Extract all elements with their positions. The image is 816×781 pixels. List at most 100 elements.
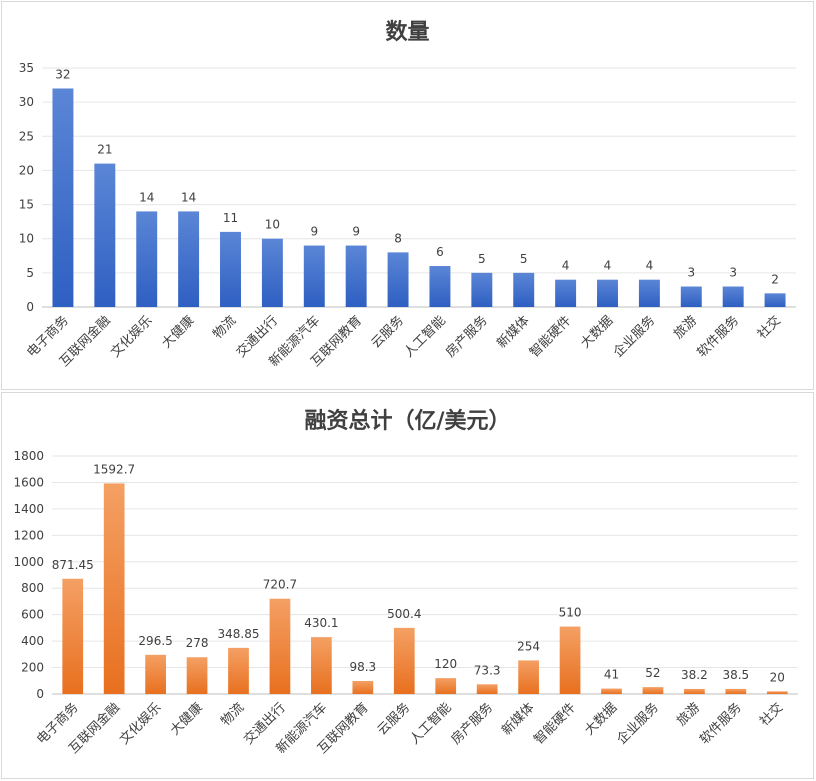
data-label: 14 bbox=[139, 190, 154, 204]
data-label: 8 bbox=[394, 231, 402, 245]
bar bbox=[725, 688, 747, 694]
y-tick-label: 10 bbox=[19, 232, 34, 246]
y-tick-label: 1400 bbox=[13, 502, 44, 516]
data-label: 21 bbox=[97, 143, 112, 157]
bar bbox=[94, 163, 116, 307]
data-label: 120 bbox=[434, 657, 457, 671]
bar bbox=[178, 211, 200, 307]
bar bbox=[764, 293, 786, 307]
bar bbox=[684, 688, 705, 694]
bar bbox=[642, 687, 664, 694]
category-label: 大健康 bbox=[167, 700, 206, 739]
y-tick-label: 0 bbox=[26, 300, 34, 314]
y-tick-label: 1000 bbox=[13, 555, 44, 569]
data-label: 32 bbox=[55, 67, 70, 81]
bar bbox=[597, 279, 618, 307]
y-tick-label: 200 bbox=[21, 661, 44, 675]
data-label: 9 bbox=[310, 225, 318, 239]
data-label: 720.7 bbox=[263, 578, 297, 592]
data-label: 5 bbox=[520, 252, 528, 266]
category-label: 物流 bbox=[218, 700, 247, 729]
data-label: 10 bbox=[265, 218, 280, 232]
category-label: 大数据 bbox=[578, 313, 616, 351]
data-label: 500.4 bbox=[387, 607, 421, 621]
bar bbox=[261, 238, 283, 307]
category-label: 新媒体 bbox=[494, 313, 533, 352]
data-label: 5 bbox=[478, 252, 486, 266]
data-label: 510 bbox=[559, 606, 582, 620]
bar bbox=[220, 231, 241, 307]
bar bbox=[766, 691, 788, 694]
category-label: 软件服务 bbox=[694, 313, 742, 361]
data-label: 430.1 bbox=[304, 616, 338, 630]
data-label: 296.5 bbox=[138, 634, 172, 648]
bar bbox=[136, 211, 158, 307]
data-label: 2 bbox=[771, 272, 779, 286]
y-tick-label: 1600 bbox=[13, 475, 44, 489]
category-label: 社交 bbox=[754, 313, 784, 343]
category-label: 企业服务 bbox=[614, 700, 662, 748]
data-label: 6 bbox=[436, 245, 444, 259]
y-tick-label: 1800 bbox=[13, 449, 44, 463]
y-tick-label: 35 bbox=[19, 61, 34, 75]
bar bbox=[638, 279, 660, 307]
category-label: 文化娱乐 bbox=[108, 313, 155, 360]
chart-title-financing: 融资总计（亿/美元） bbox=[304, 409, 511, 434]
data-label: 4 bbox=[604, 259, 612, 273]
data-label: 73.3 bbox=[474, 663, 501, 677]
y-tick-label: 20 bbox=[19, 163, 34, 177]
category-label: 云服务 bbox=[374, 700, 413, 739]
data-label: 254 bbox=[517, 639, 540, 653]
category-label: 大数据 bbox=[582, 700, 620, 738]
category-label: 旅游 bbox=[671, 313, 700, 342]
bar bbox=[435, 678, 457, 694]
data-label: 348.85 bbox=[218, 627, 260, 641]
data-label: 20 bbox=[770, 670, 785, 684]
y-tick-label: 1200 bbox=[13, 528, 44, 542]
bar bbox=[311, 637, 332, 694]
category-label: 软件服务 bbox=[697, 700, 745, 748]
bar bbox=[62, 578, 84, 694]
bar bbox=[680, 286, 702, 307]
bar bbox=[555, 279, 577, 307]
bar bbox=[393, 627, 415, 694]
category-label: 企业服务 bbox=[610, 313, 658, 361]
data-label: 278 bbox=[186, 636, 209, 650]
chart-title-quantity: 数量 bbox=[385, 20, 430, 45]
bar bbox=[429, 266, 451, 307]
data-label: 38.2 bbox=[681, 668, 708, 682]
financing-chart-panel: 融资总计（亿/美元） 0 200 400 600 800 1000 1200 1400 1600… bbox=[1, 392, 814, 779]
data-label: 9 bbox=[352, 225, 360, 239]
bar bbox=[52, 88, 74, 307]
category-label: 物流 bbox=[210, 313, 239, 342]
data-label: 11 bbox=[223, 211, 238, 225]
y-tick-label: 5 bbox=[26, 266, 34, 280]
bar bbox=[513, 272, 535, 307]
quantity-chart-panel: 数量 0 5 10 15 20 25 30 35 32 电子商务 21 互联网金融 14 文化娱乐 14 大健… bbox=[1, 1, 814, 390]
bar bbox=[471, 272, 493, 307]
data-label: 4 bbox=[646, 259, 654, 273]
y-tick-label: 400 bbox=[21, 634, 44, 648]
category-label: 旅游 bbox=[674, 700, 703, 729]
category-label: 新媒体 bbox=[499, 700, 538, 739]
category-label: 房产服务 bbox=[448, 700, 496, 748]
bar bbox=[722, 286, 744, 307]
data-label: 98.3 bbox=[349, 660, 376, 674]
category-label: 人工智能 bbox=[407, 700, 454, 747]
bar bbox=[103, 483, 125, 694]
bar bbox=[352, 681, 374, 694]
bar bbox=[269, 598, 291, 694]
bar bbox=[387, 252, 409, 307]
category-label: 智能硬件 bbox=[531, 700, 578, 747]
category-label: 房产服务 bbox=[443, 313, 491, 361]
category-label: 人工智能 bbox=[401, 313, 448, 360]
data-label: 1592.7 bbox=[93, 462, 135, 476]
financing-bar-chart: 020040060080010001200140016001800871.45电… bbox=[13, 449, 798, 757]
category-label: 大健康 bbox=[159, 313, 198, 352]
bar bbox=[476, 684, 498, 694]
data-label: 4 bbox=[562, 259, 570, 273]
data-label: 41 bbox=[604, 668, 619, 682]
category-label: 文化娱乐 bbox=[117, 700, 164, 747]
category-label: 社交 bbox=[756, 700, 786, 730]
